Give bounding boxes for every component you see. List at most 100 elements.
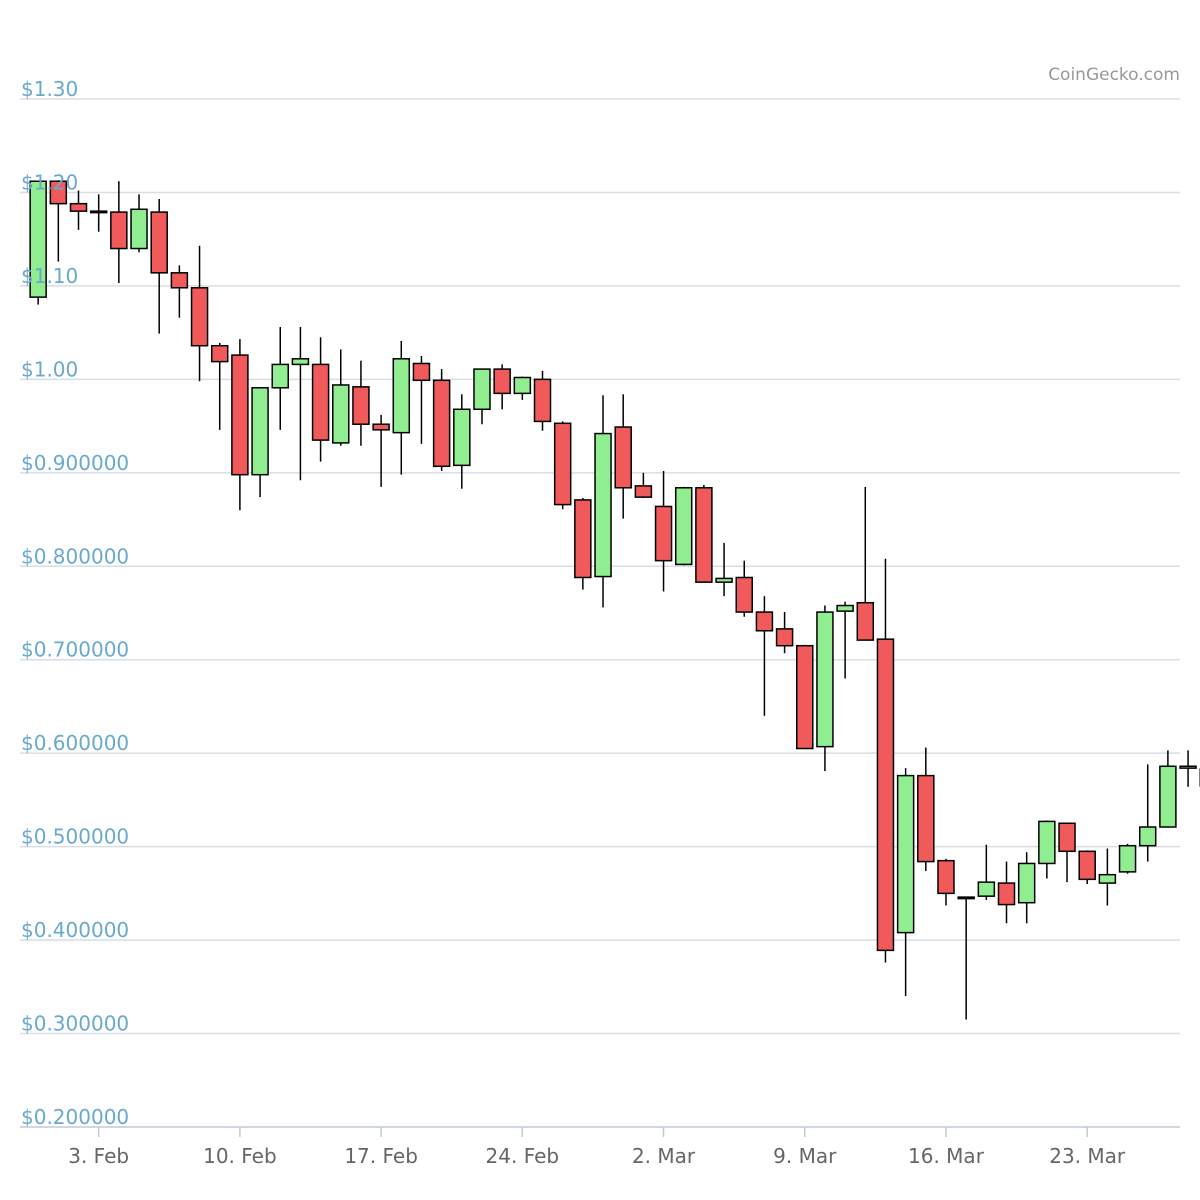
candle[interactable] (574, 498, 592, 590)
candle[interactable] (412, 356, 431, 444)
candle[interactable] (695, 484, 713, 583)
x-tick-label: 23. Mar (1049, 1144, 1126, 1168)
candle[interactable] (1098, 848, 1117, 906)
candle[interactable] (1078, 850, 1096, 885)
candle[interactable] (796, 644, 814, 750)
candle[interactable] (29, 180, 47, 305)
y-tick-label: $0.200000 (21, 1105, 129, 1129)
candle[interactable] (69, 190, 88, 230)
candle[interactable] (997, 861, 1016, 924)
candle[interactable] (251, 387, 269, 498)
x-axis: 3. Feb 10. Feb 17. Feb 24. Feb 2. Mar 9. Mar 1… (20, 1126, 1180, 1168)
y-tick-label: $0.700000 (21, 638, 129, 662)
x-tick-label: 17. Feb (344, 1144, 418, 1168)
y-tick-label: $1.10 (21, 264, 78, 288)
candle-body (816, 611, 834, 748)
candle[interactable] (332, 349, 350, 446)
candle-body (190, 287, 209, 347)
candle[interactable] (533, 370, 552, 431)
credit-label[interactable]: CoinGecko.com (1048, 65, 1180, 85)
candle[interactable] (130, 194, 148, 253)
candle[interactable] (210, 342, 229, 430)
candle[interactable] (654, 470, 673, 592)
candle[interactable] (473, 368, 491, 425)
candle-body (473, 368, 491, 411)
candle[interactable] (614, 394, 632, 519)
candle[interactable] (190, 245, 209, 382)
candle-body (130, 208, 148, 250)
candle[interactable] (896, 768, 915, 997)
candle-body (432, 379, 451, 468)
candle[interactable] (594, 395, 612, 608)
candle[interactable] (957, 896, 975, 1020)
candle-body (654, 505, 673, 562)
candle-body (997, 882, 1016, 906)
x-tick-label: 9. Mar (773, 1144, 837, 1168)
candle-body (836, 604, 854, 612)
candle-body (150, 211, 168, 274)
candle-body (937, 859, 955, 895)
x-tick-label: 10. Feb (203, 1144, 277, 1168)
candle[interactable] (735, 560, 753, 617)
candle-body (674, 487, 693, 566)
x-tick-label: 16. Mar (908, 1144, 985, 1168)
candle-body (412, 362, 431, 382)
candle[interactable] (856, 486, 875, 641)
candle-body (311, 363, 330, 441)
candle-body (896, 774, 915, 934)
candle[interactable] (170, 265, 189, 318)
candle-body (513, 376, 532, 395)
candle[interactable] (977, 844, 996, 900)
candle[interactable] (674, 486, 693, 566)
candle[interactable] (352, 360, 370, 446)
candle[interactable] (271, 327, 289, 430)
y-axis-labels: $0.200000 $0.300000 $0.400000 $0.500000 $0.6… (21, 77, 129, 1129)
candle-body (231, 354, 249, 476)
candle[interactable] (311, 337, 330, 462)
candle-body (796, 644, 814, 750)
candle[interactable] (816, 605, 834, 771)
candle-body (1098, 873, 1117, 884)
candle[interactable] (89, 194, 108, 232)
y-tick-label: $0.300000 (21, 1012, 129, 1036)
candle[interactable] (453, 394, 471, 489)
y-tick-label: $0.900000 (21, 451, 129, 475)
candle[interactable] (392, 341, 411, 475)
candle[interactable] (291, 327, 310, 481)
candle[interactable] (432, 369, 451, 471)
x-tick-label: 24. Feb (486, 1144, 560, 1168)
candle[interactable] (836, 601, 854, 679)
candle[interactable] (634, 472, 653, 499)
candle[interactable] (49, 180, 68, 262)
candle-body (876, 638, 895, 952)
candle[interactable] (372, 414, 390, 487)
candle[interactable] (755, 596, 774, 716)
candle-body (1078, 850, 1096, 881)
candle-body (735, 576, 753, 613)
candle[interactable] (775, 612, 794, 654)
candle-body (1118, 844, 1137, 873)
candle-body (392, 358, 411, 434)
candle[interactable] (110, 181, 128, 284)
candle[interactable] (715, 542, 733, 597)
candle[interactable] (553, 421, 572, 510)
candle[interactable] (1017, 852, 1036, 924)
candle[interactable] (231, 339, 249, 511)
candle-body (533, 378, 552, 423)
y-tick-label: $0.600000 (21, 731, 129, 755)
candle[interactable] (1159, 750, 1177, 828)
candle[interactable] (1058, 822, 1076, 883)
candle[interactable] (937, 858, 955, 906)
candle[interactable] (1138, 764, 1157, 862)
candle[interactable] (513, 376, 532, 400)
candle[interactable] (1038, 820, 1056, 879)
candle[interactable] (493, 364, 511, 410)
candle[interactable] (1118, 843, 1137, 874)
candle[interactable] (917, 747, 935, 871)
candle[interactable] (876, 558, 895, 963)
candle[interactable] (1179, 750, 1197, 787)
candle-body (957, 896, 975, 900)
candle-body (574, 499, 592, 579)
candle[interactable] (150, 198, 168, 334)
candle-body (372, 423, 390, 431)
